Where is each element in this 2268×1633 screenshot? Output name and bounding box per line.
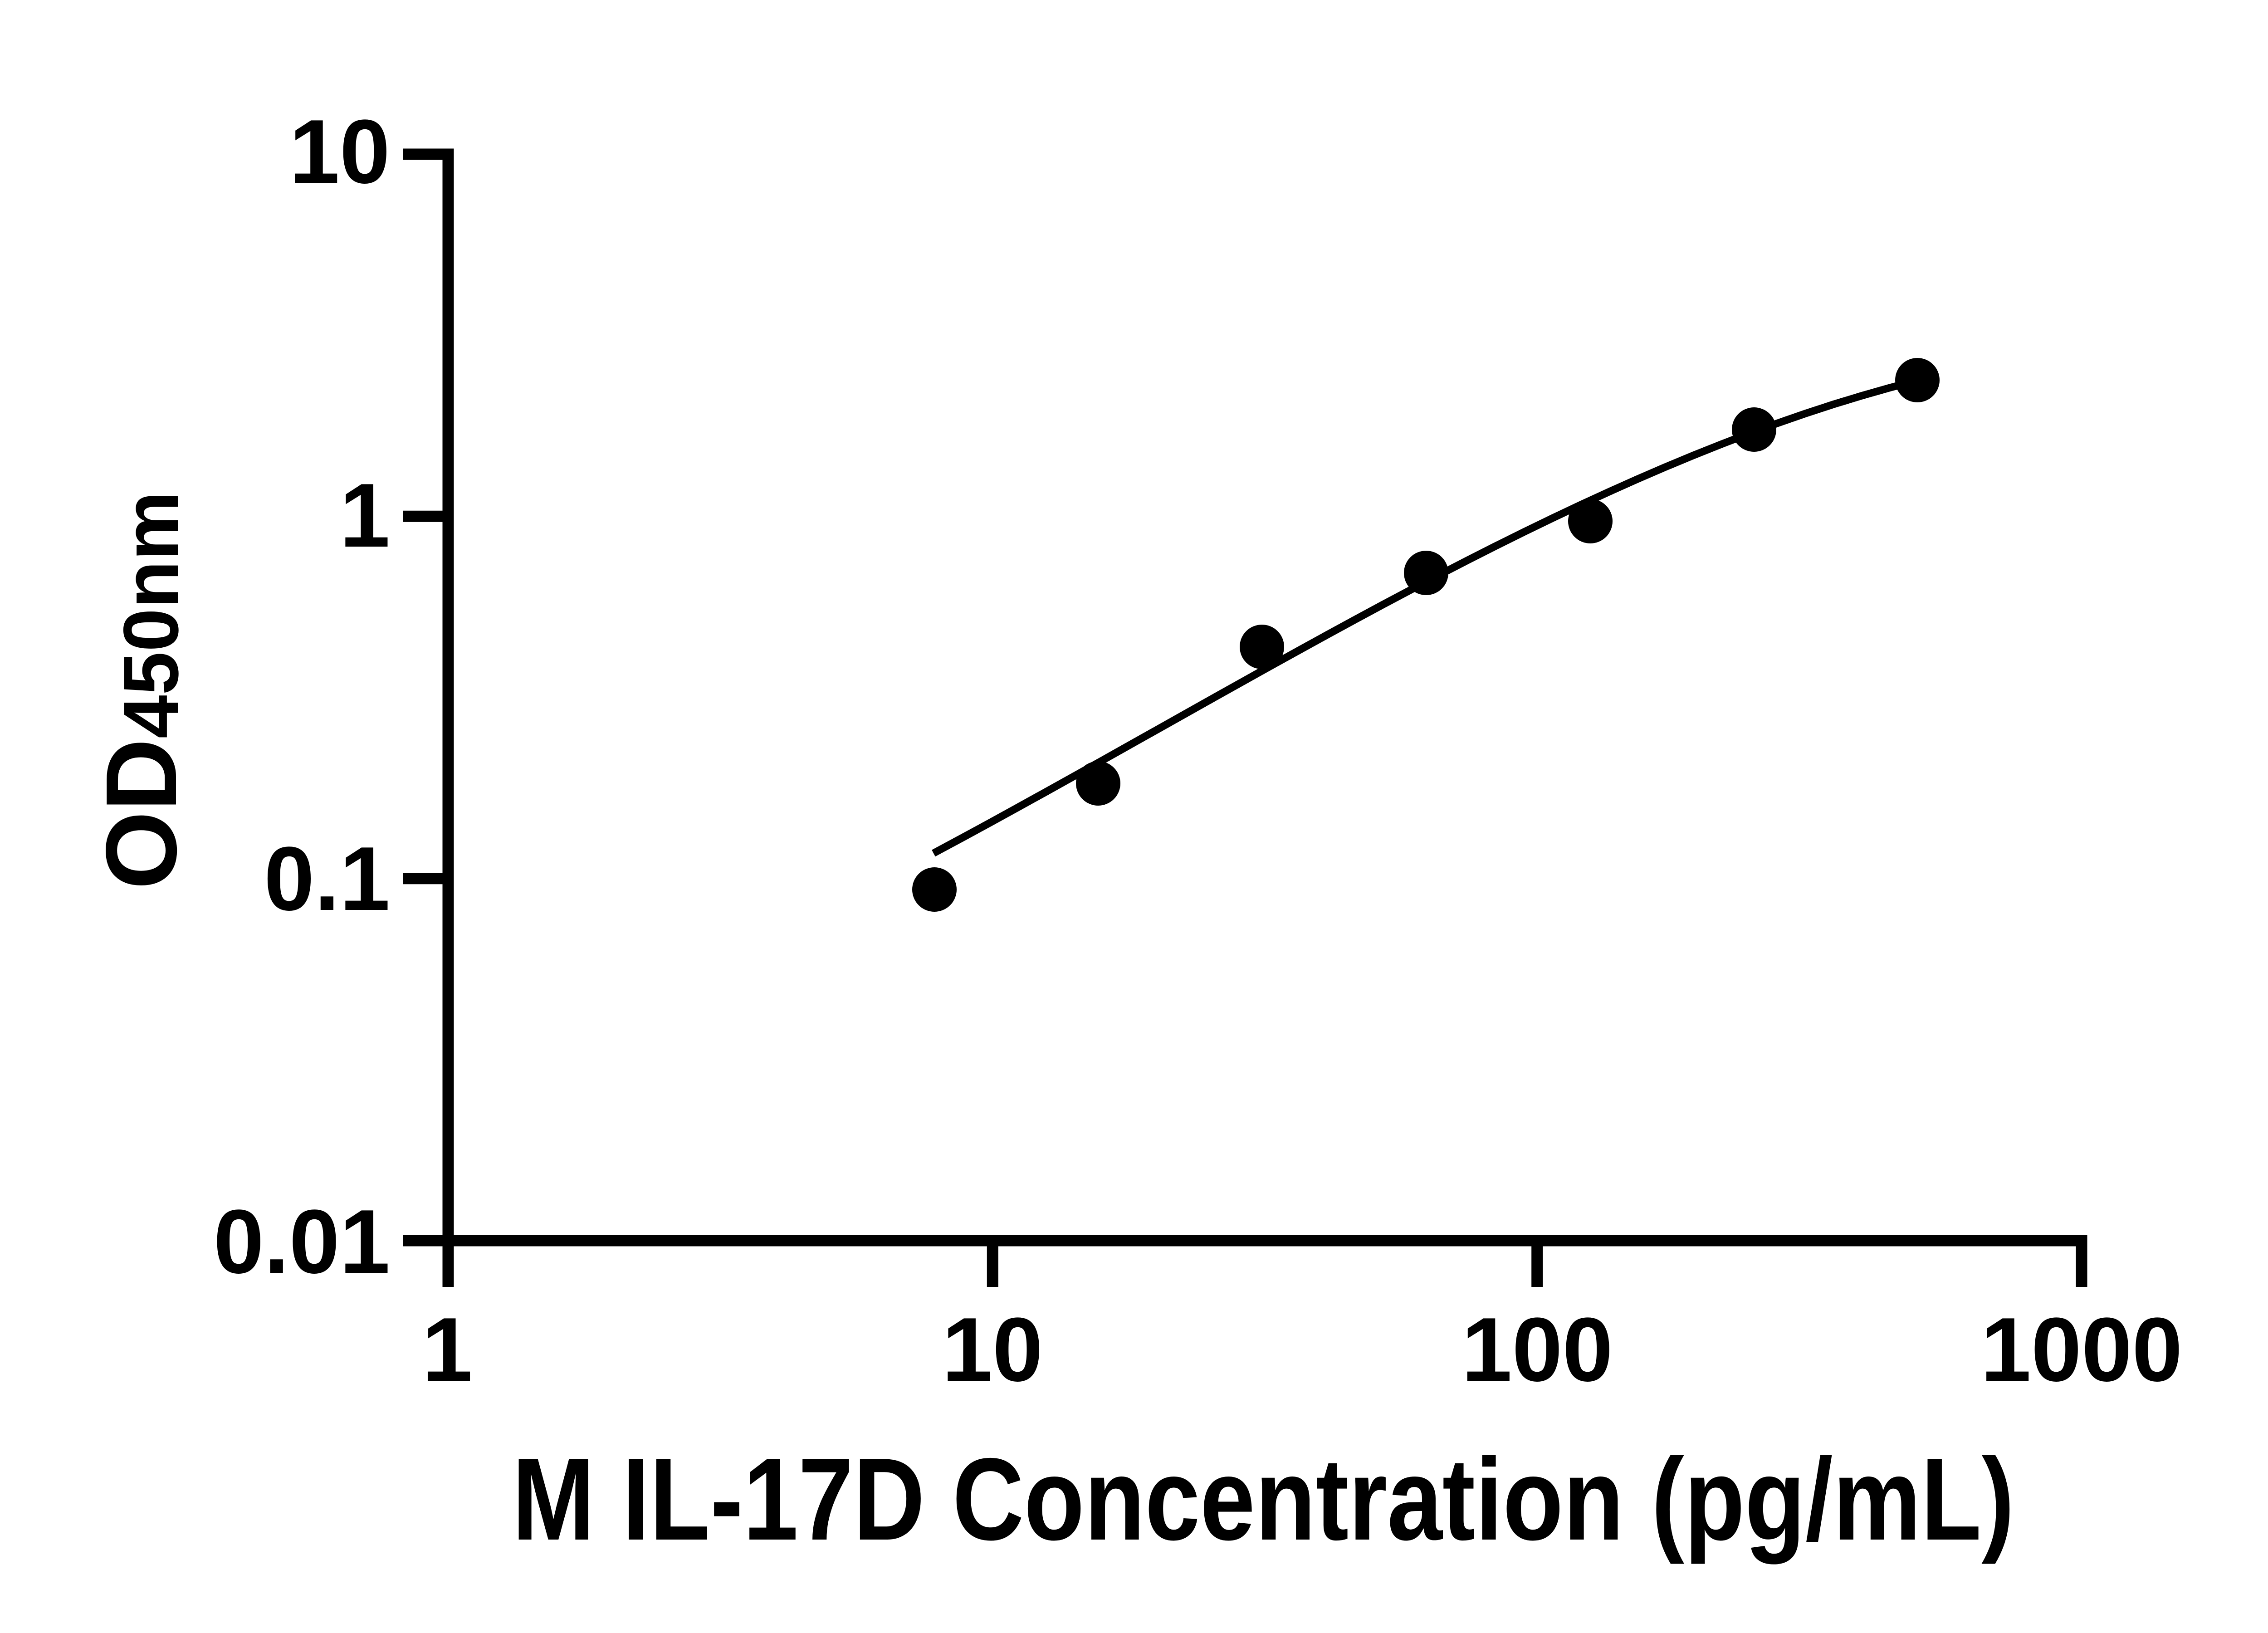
svg-text:1: 1 (422, 1299, 472, 1400)
svg-text:10: 10 (942, 1299, 1043, 1400)
svg-text:0.1: 0.1 (264, 828, 390, 929)
svg-text:0.01: 0.01 (214, 1191, 390, 1292)
svg-text:1: 1 (340, 465, 390, 566)
svg-text:10: 10 (289, 101, 390, 202)
svg-text:M IL-17D Concentration (pg/mL): M IL-17D Concentration (pg/mL) (512, 1433, 2014, 1565)
svg-text:100: 100 (1461, 1299, 1613, 1400)
svg-text:1000: 1000 (1981, 1299, 2183, 1400)
